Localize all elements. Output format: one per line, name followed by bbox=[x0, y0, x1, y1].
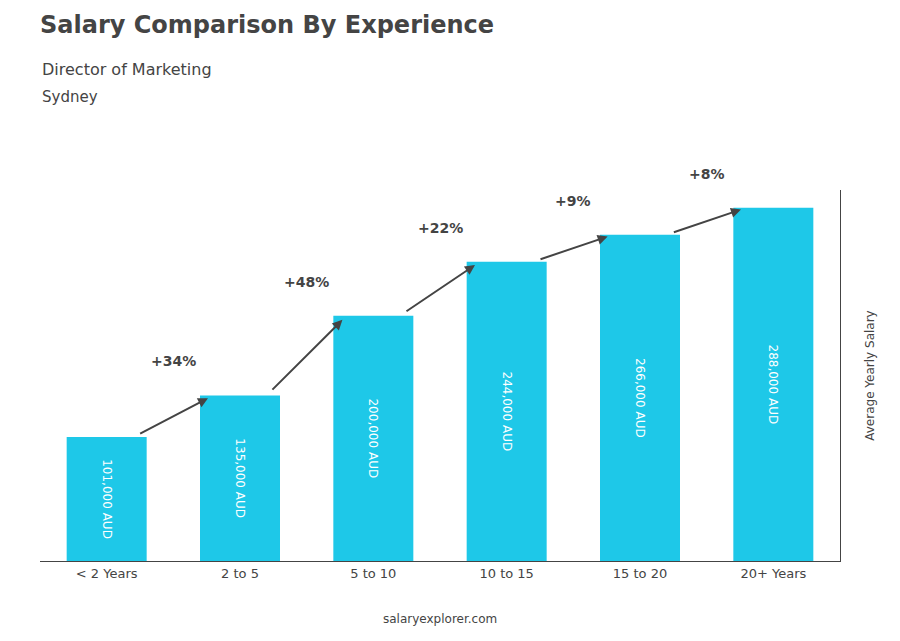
svg-text:2 to 5: 2 to 5 bbox=[221, 566, 259, 581]
svg-text:+22%: +22% bbox=[418, 220, 463, 236]
svg-text:244,000 AUD: 244,000 AUD bbox=[500, 371, 514, 451]
svg-text:101,000 AUD: 101,000 AUD bbox=[100, 459, 114, 539]
svg-text:+8%: +8% bbox=[689, 166, 725, 182]
svg-text:5 to 10: 5 to 10 bbox=[350, 566, 396, 581]
svg-text:20+ Years: 20+ Years bbox=[740, 566, 806, 581]
svg-text:15 to 20: 15 to 20 bbox=[613, 566, 667, 581]
svg-text:Salary Comparison By Experienc: Salary Comparison By Experience bbox=[40, 11, 494, 39]
svg-text:Sydney: Sydney bbox=[42, 88, 98, 106]
svg-text:+9%: +9% bbox=[555, 193, 591, 209]
svg-text:Director of Marketing: Director of Marketing bbox=[42, 60, 212, 79]
svg-text:266,000 AUD: 266,000 AUD bbox=[633, 358, 647, 438]
svg-text:200,000 AUD: 200,000 AUD bbox=[366, 398, 380, 478]
svg-text:salaryexplorer.com: salaryexplorer.com bbox=[383, 612, 497, 626]
svg-text:288,000 AUD: 288,000 AUD bbox=[766, 344, 780, 424]
svg-text:Average Yearly Salary: Average Yearly Salary bbox=[863, 310, 877, 440]
svg-text:10 to 15: 10 to 15 bbox=[479, 566, 533, 581]
svg-text:+48%: +48% bbox=[284, 274, 329, 290]
svg-text:135,000 AUD: 135,000 AUD bbox=[233, 438, 247, 518]
svg-text:+34%: +34% bbox=[151, 353, 196, 369]
svg-text:< 2 Years: < 2 Years bbox=[76, 566, 138, 581]
